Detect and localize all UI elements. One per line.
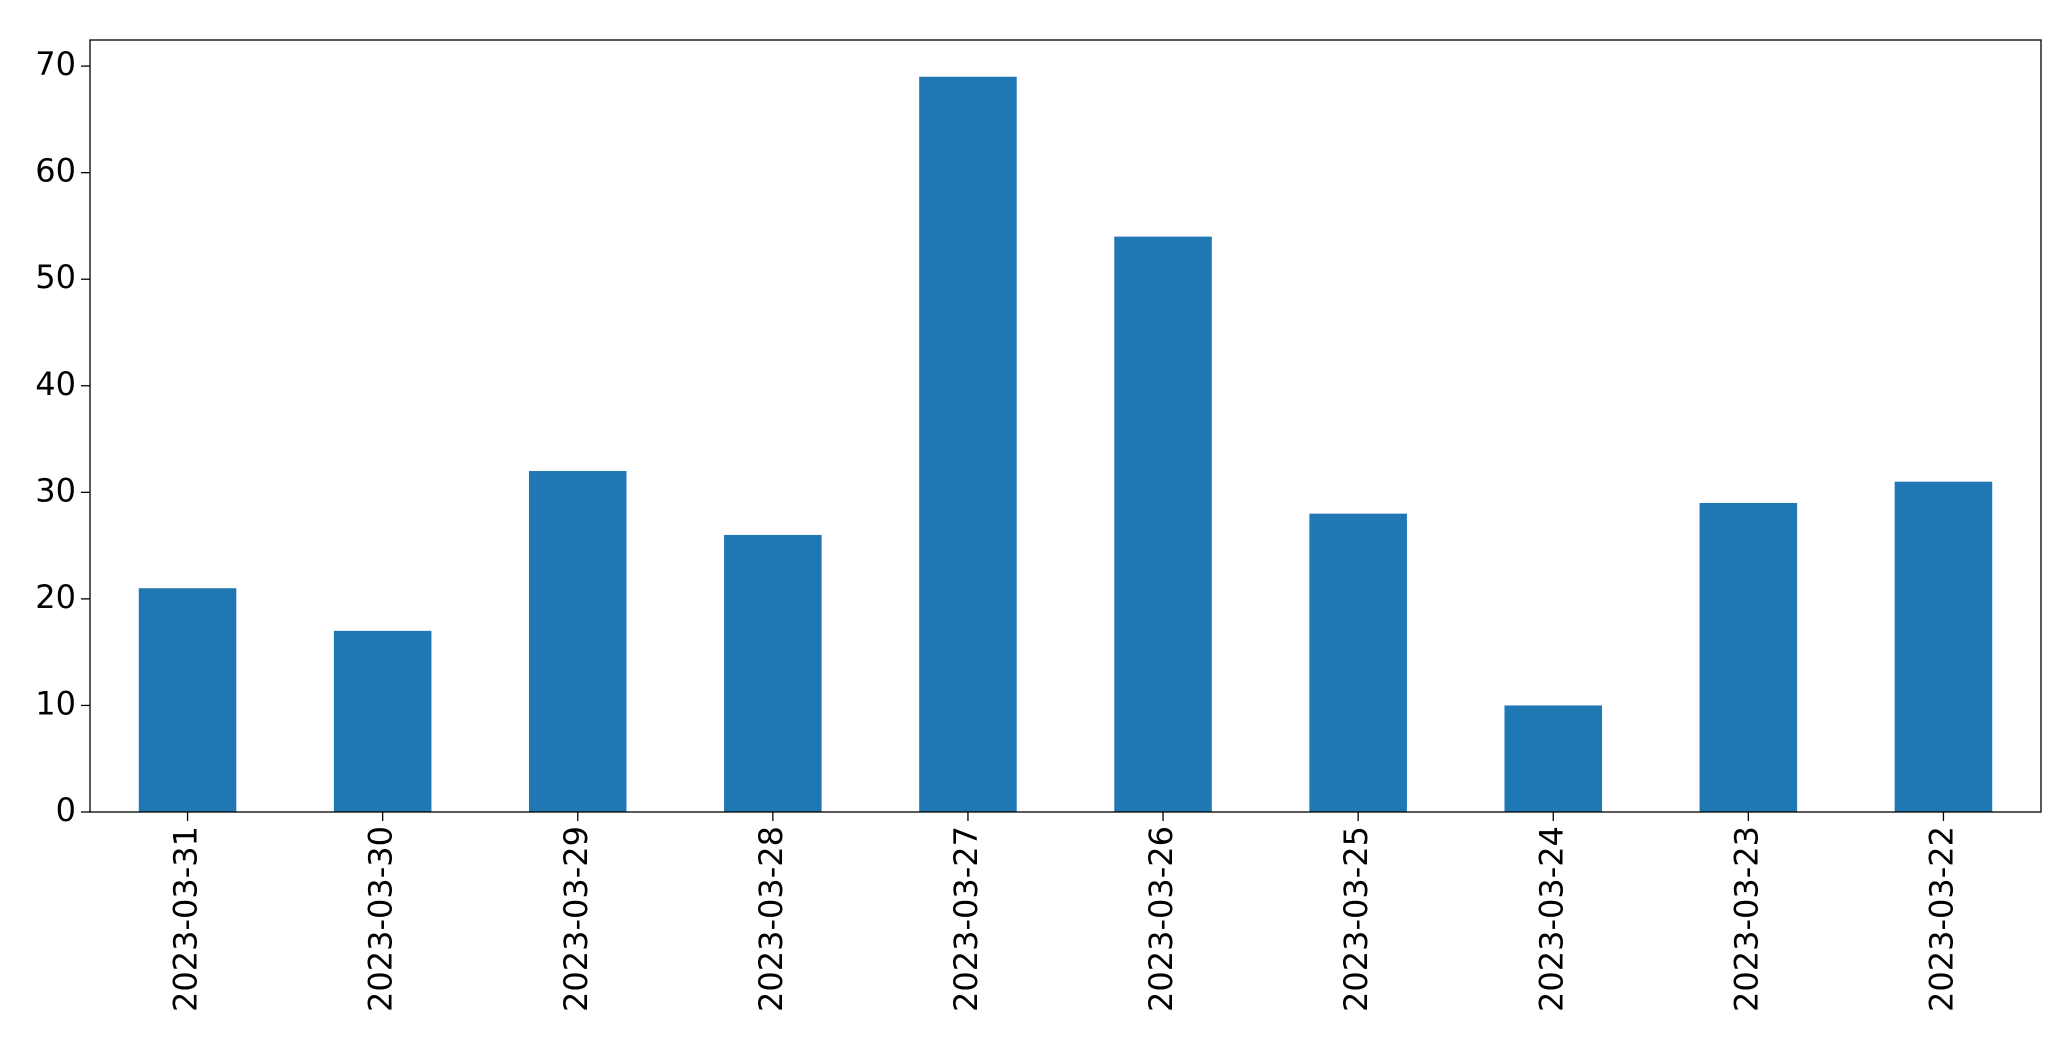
bar [1504,705,1603,812]
x-tick-label: 2023-03-28 [752,826,790,1012]
y-tick-label: 60 [35,152,76,190]
bar [528,471,627,812]
axes-frame [89,39,2042,813]
x-tick-label: 2023-03-23 [1727,826,1765,1012]
bar [724,534,822,812]
y-tick-label: 0 [56,791,76,829]
bar [919,76,1017,812]
y-tick-label: 50 [35,258,76,296]
bar [1114,236,1212,813]
x-tick-label: 2023-03-24 [1532,826,1570,1012]
x-tick-label: 2023-03-31 [167,826,205,1012]
y-tick-label: 10 [35,684,76,722]
x-tick-label: 2023-03-30 [362,826,400,1012]
y-tick-label: 30 [35,471,76,509]
x-tick-label: 2023-03-22 [1922,826,1960,1012]
y-tick-label: 40 [35,365,76,403]
bar [333,630,432,812]
y-tick-label: 20 [35,578,76,616]
bar [1699,502,1798,812]
x-tick-label: 2023-03-26 [1142,826,1180,1012]
x-tick-label: 2023-03-25 [1337,826,1375,1012]
y-tick-label: 70 [35,45,76,83]
x-tick-label: 2023-03-29 [557,826,595,1012]
bar [1894,481,1993,812]
bar [1309,513,1407,812]
x-tick-label: 2023-03-27 [947,826,985,1012]
bar [138,588,237,812]
